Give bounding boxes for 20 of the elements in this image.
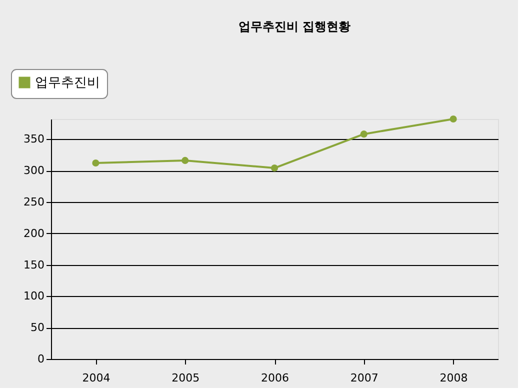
legend-label: 업무추진비	[35, 76, 100, 90]
point	[270, 164, 278, 172]
y-tick-label: 200	[24, 226, 44, 240]
point	[450, 115, 457, 123]
x-tick-label: 2008	[440, 372, 468, 384]
y-tick-label: 150	[24, 258, 44, 272]
y-tick-label: 300	[24, 164, 44, 178]
x-tick-label: 2005	[172, 372, 200, 384]
y-tick-label: 0	[38, 352, 44, 366]
y-tick-label: 350	[24, 132, 44, 146]
y-tick-label: 250	[24, 195, 44, 208]
y-tick-label: 100	[24, 290, 44, 303]
point	[92, 159, 100, 167]
y-tick-label: 50	[30, 321, 44, 334]
point	[182, 156, 189, 164]
point	[360, 130, 368, 138]
x-tick-label: 2004	[82, 372, 110, 384]
x-tick-label: 2007	[350, 372, 378, 384]
chart-title: 업무추진비 집행현황	[238, 20, 351, 34]
x-tick-label: 2006	[261, 372, 289, 384]
